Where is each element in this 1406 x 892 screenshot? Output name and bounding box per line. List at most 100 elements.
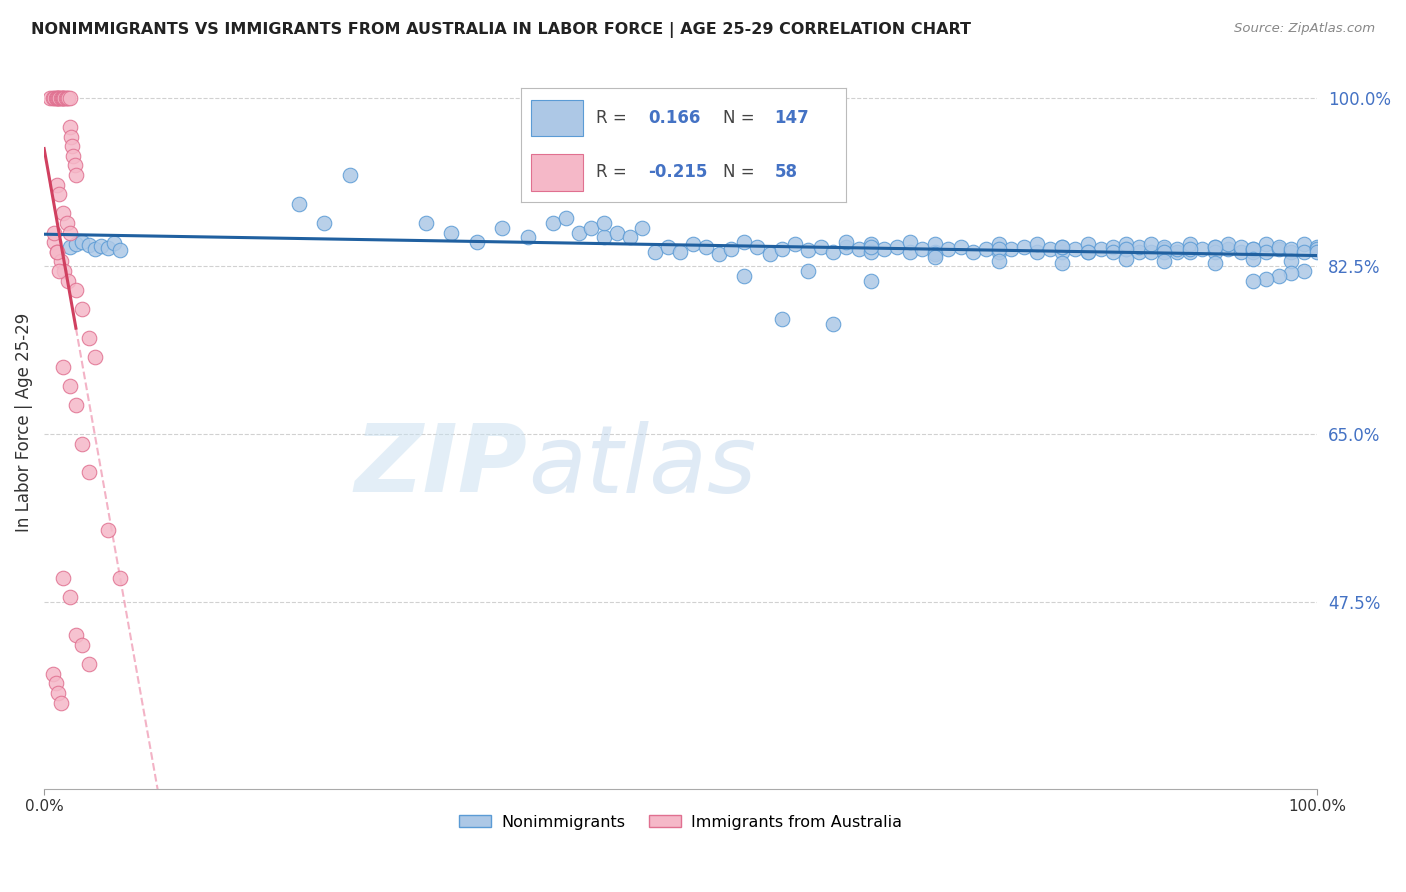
Point [1025,244,1047,259]
Point [45,91,67,105]
Point [55,91,77,105]
Point [1025,237,1047,252]
Point [65,398,87,412]
Point [1281,242,1303,256]
Point [77,466,100,480]
Point [51,91,73,105]
Point [1254,244,1277,259]
Point [42,666,65,681]
Point [45,676,67,690]
Point [491,220,513,235]
Point [835,235,858,249]
Point [52,206,75,220]
Point [58,120,80,134]
Point [53,91,76,105]
Point [1204,256,1226,270]
Point [46,686,69,700]
Point [1115,252,1137,267]
Point [568,226,591,240]
Point [860,240,883,254]
Point [924,237,946,252]
Point [65,283,87,297]
Point [52,91,75,105]
Point [1204,240,1226,254]
Point [63,158,86,172]
Point [110,571,132,585]
Point [1000,242,1022,256]
Point [720,242,742,256]
Point [48,91,70,105]
Point [770,312,793,326]
Point [1012,240,1035,254]
Point [48,264,70,278]
Point [90,239,112,253]
Point [72,638,94,652]
Point [60,139,83,153]
Point [987,242,1010,256]
Point [924,246,946,260]
Point [541,216,564,230]
Point [415,216,437,230]
Point [1178,242,1201,256]
Point [860,244,883,259]
Point [555,211,578,226]
Point [1191,242,1213,256]
Point [1153,254,1175,268]
Point [440,226,463,240]
Point [1229,244,1251,259]
Point [49,254,72,268]
Point [84,242,107,256]
Point [1115,237,1137,252]
Point [770,242,793,256]
Point [1241,242,1264,256]
Point [58,226,80,240]
Point [314,216,336,230]
Legend: Nonimmigrants, Immigrants from Australia: Nonimmigrants, Immigrants from Australia [453,808,908,836]
Point [52,359,75,374]
Point [1153,244,1175,259]
Point [110,243,132,257]
Text: ZIP: ZIP [354,420,527,512]
Point [52,571,75,585]
Text: Source: ZipAtlas.com: Source: ZipAtlas.com [1234,22,1375,36]
Point [911,242,934,256]
Point [39,91,62,105]
Point [1077,244,1099,259]
Point [581,220,603,235]
Point [695,240,717,254]
Point [58,240,80,254]
Point [898,244,921,259]
Point [77,657,100,672]
Point [44,91,66,105]
Point [1077,237,1099,252]
Text: atlas: atlas [527,420,756,511]
Point [49,696,72,710]
Point [1281,266,1303,280]
Point [1115,242,1137,256]
Point [103,236,125,251]
Point [593,216,616,230]
Point [848,242,870,256]
Point [835,240,858,254]
Point [898,235,921,249]
Point [1102,240,1125,254]
Point [733,268,755,283]
Point [65,628,87,642]
Point [48,91,70,105]
Point [44,235,66,249]
Point [56,216,79,230]
Point [58,91,80,105]
Point [823,244,845,259]
Point [1294,264,1316,278]
Point [1128,244,1150,259]
Point [1115,242,1137,256]
Point [682,237,704,252]
Point [797,264,820,278]
Y-axis label: In Labor Force | Age 25-29: In Labor Force | Age 25-29 [15,312,32,532]
Point [1241,244,1264,259]
Point [59,129,82,144]
Point [1077,244,1099,259]
Point [1052,244,1074,259]
Point [72,302,94,317]
Point [1306,240,1329,254]
